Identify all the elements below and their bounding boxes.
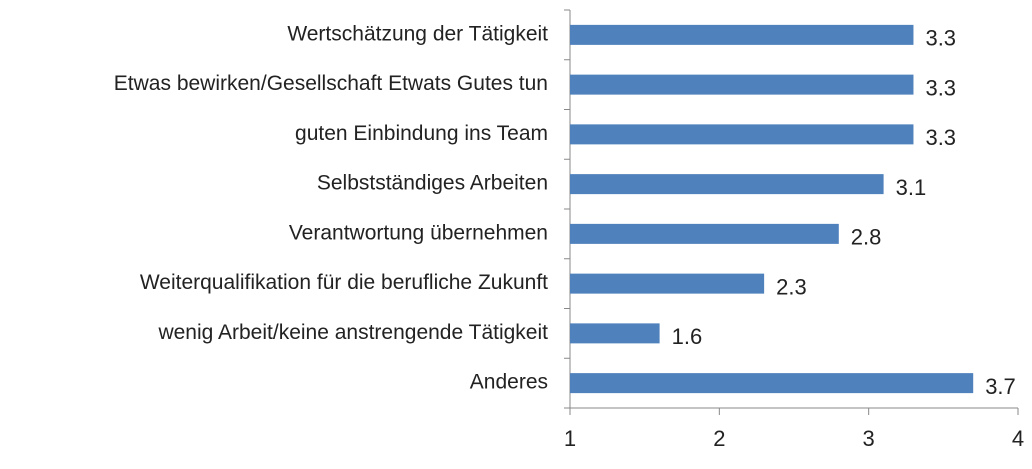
- value-label: 3.3: [925, 75, 956, 100]
- bar: [570, 24, 914, 45]
- value-label: 2.8: [851, 225, 882, 250]
- bar: [570, 273, 765, 294]
- y-tick-label: Selbstständiges Arbeiten: [317, 172, 548, 195]
- bar: [570, 124, 914, 145]
- y-tick-label: Anderes: [470, 371, 548, 394]
- y-tick-label: guten Einbindung ins Team: [295, 122, 548, 145]
- y-tick-label: Etwas bewirken/Gesellschaft Etwats Gutes…: [114, 72, 548, 95]
- value-label: 1.6: [672, 324, 703, 349]
- value-label: 3.7: [985, 374, 1016, 399]
- bar: [570, 223, 839, 244]
- bar: [570, 174, 884, 195]
- bar: [570, 74, 914, 95]
- x-tick-label: 3: [863, 426, 875, 451]
- x-tick-label: 2: [713, 426, 725, 451]
- y-tick-label: Verantwortung übernehmen: [289, 221, 548, 244]
- x-tick-label: 4: [1012, 426, 1024, 451]
- value-label: 2.3: [776, 274, 807, 299]
- y-tick-label: Weiterqualifikation für die berufliche Z…: [140, 271, 548, 294]
- y-tick-label: wenig Arbeit/keine anstrengende Tätigkei…: [157, 321, 548, 344]
- bar: [570, 373, 974, 394]
- value-label: 3.1: [896, 175, 927, 200]
- y-tick-label: Wertschätzung der Tätigkeit: [287, 22, 548, 45]
- value-label: 3.3: [925, 26, 956, 51]
- x-tick-label: 1: [564, 426, 576, 451]
- bar: [570, 323, 660, 344]
- value-label: 3.3: [925, 125, 956, 150]
